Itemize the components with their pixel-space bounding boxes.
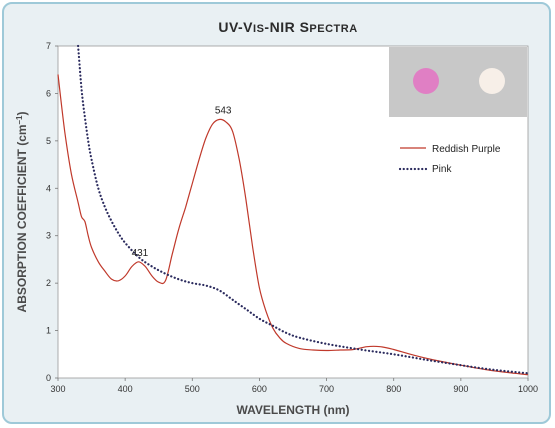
y-axis: 0 1 2 3 4 5 6 7 bbox=[46, 41, 58, 383]
title-part-is: IS bbox=[253, 23, 264, 35]
x-tick-label: 900 bbox=[453, 384, 468, 394]
y-tick-label: 4 bbox=[46, 183, 51, 193]
inset-swatch-reddish-purple bbox=[413, 68, 439, 94]
series-line-reddish-purple bbox=[57, 74, 529, 376]
y-tick-label: 0 bbox=[46, 373, 51, 383]
legend: Reddish Purple Pink bbox=[398, 144, 501, 175]
title-part-pectra: PECTRA bbox=[309, 23, 357, 35]
x-axis-title: WAVELENGTH (nm) bbox=[236, 403, 349, 417]
y-tick-label: 1 bbox=[46, 326, 51, 336]
y-axis-title-main: ABSORPTION COEFFICIENT (cm bbox=[15, 124, 29, 312]
inset-swatch-pink bbox=[479, 68, 505, 94]
y-axis-title: ABSORPTION COEFFICIENT (cm–1) bbox=[15, 112, 30, 313]
x-axis: 300 400 500 600 700 800 900 1000 bbox=[50, 378, 538, 394]
annotation-layer: 543 431 bbox=[132, 106, 232, 259]
y-axis-title-sup: –1 bbox=[15, 115, 24, 124]
x-tick-label: 500 bbox=[185, 384, 200, 394]
legend-label-reddish-purple: Reddish Purple bbox=[432, 144, 501, 155]
y-axis-title-close: ) bbox=[15, 112, 29, 116]
chart-title: UV-VIS-NIR SPECTRA bbox=[218, 19, 357, 35]
title-part-uv: UV-V bbox=[218, 19, 253, 35]
inset-photo bbox=[389, 47, 527, 117]
x-tick-label: 700 bbox=[319, 384, 334, 394]
y-tick-label: 5 bbox=[46, 136, 51, 146]
series-line-pink bbox=[77, 44, 530, 375]
y-tick-label: 2 bbox=[46, 278, 51, 288]
y-tick-label: 7 bbox=[46, 41, 51, 51]
x-tick-label: 300 bbox=[50, 384, 65, 394]
y-tick-label: 6 bbox=[46, 88, 51, 98]
y-tick-label: 3 bbox=[46, 231, 51, 241]
x-tick-label: 400 bbox=[118, 384, 133, 394]
legend-label-pink: Pink bbox=[432, 164, 452, 175]
peak-label: 431 bbox=[132, 248, 149, 259]
title-part-dash: -NIR S bbox=[264, 19, 309, 35]
x-tick-label: 600 bbox=[252, 384, 267, 394]
x-tick-label: 1000 bbox=[518, 384, 538, 394]
x-tick-label: 800 bbox=[386, 384, 401, 394]
series-layer bbox=[57, 44, 530, 376]
peak-label: 543 bbox=[215, 106, 232, 117]
